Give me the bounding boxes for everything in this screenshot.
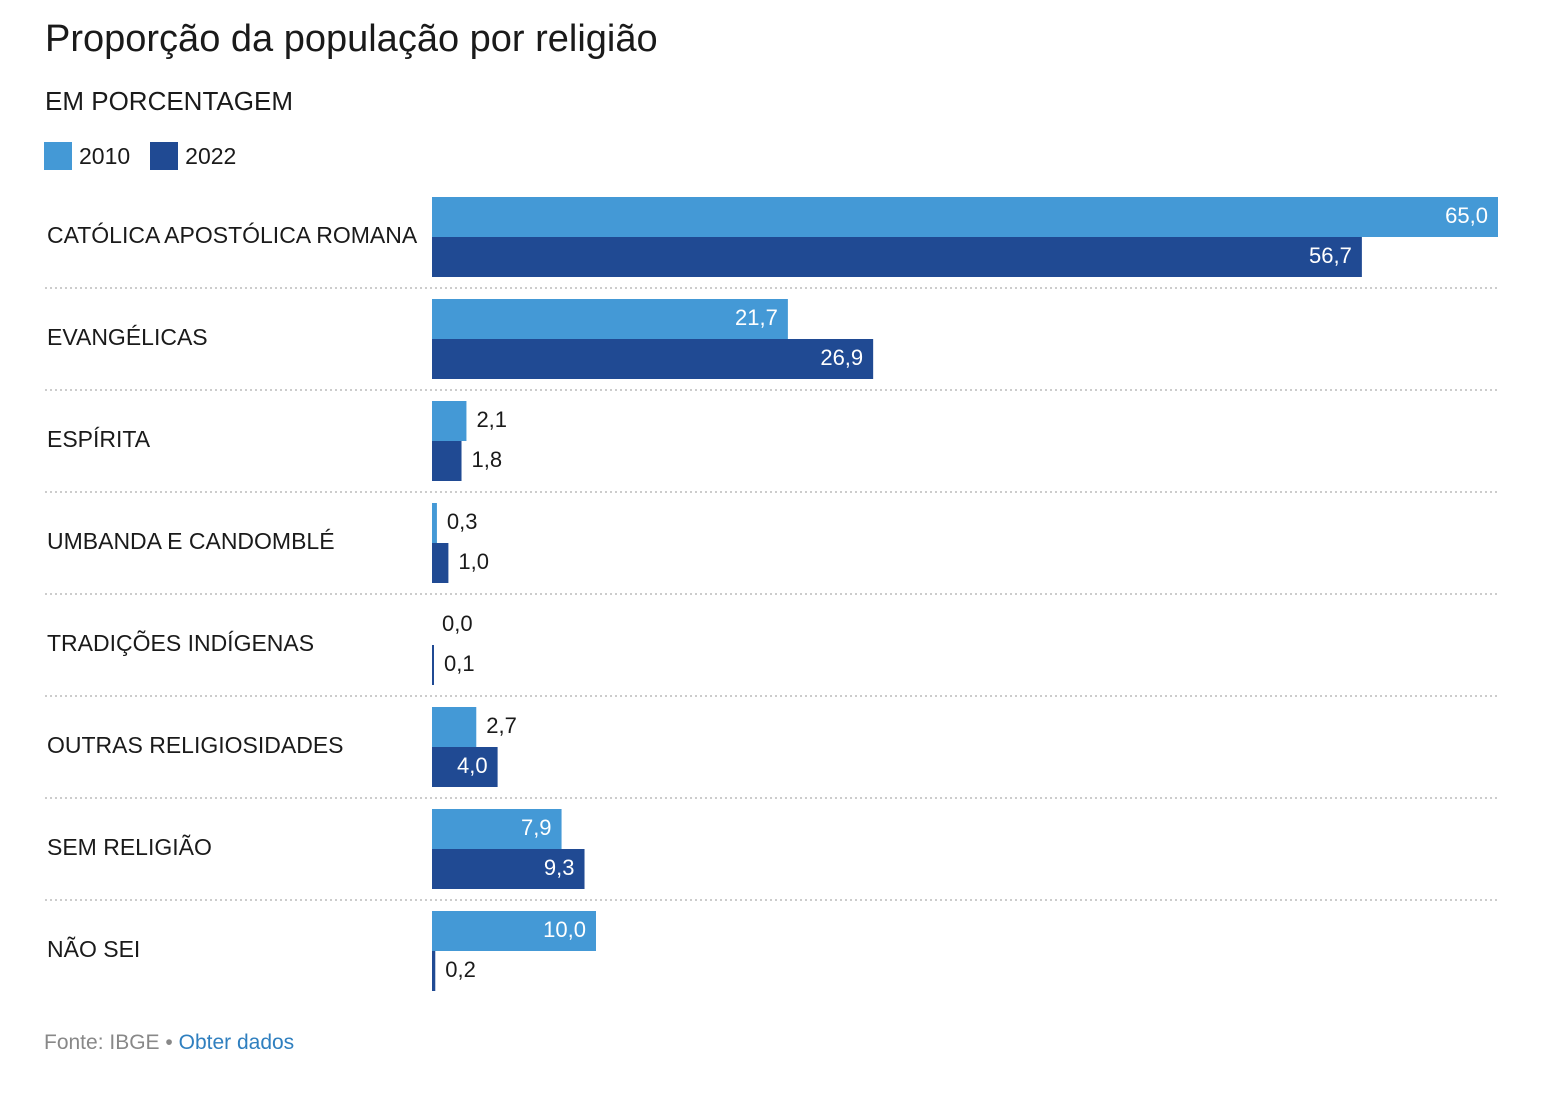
value-label-outras-religiosidades-2022: 4,0 [457,753,488,778]
value-label-evangelicas-2022: 26,9 [820,345,863,370]
category-label-evangelicas: EVANGÉLICAS [47,324,208,350]
value-label-umbanda-e-candomble-2010: 0,3 [447,509,478,534]
bar-outras-religiosidades-2022 [432,747,498,787]
value-label-espirita-2022: 1,8 [472,447,503,472]
bar-sem-religiao-2022 [432,849,585,889]
legend: 2010 2022 [44,141,256,171]
value-label-outras-religiosidades-2010: 2,7 [486,713,517,738]
value-label-sem-religiao-2010: 7,9 [521,815,552,840]
legend-label-2022: 2022 [185,143,237,169]
value-label-evangelicas-2010: 21,7 [735,305,778,330]
value-label-tradicoes-indigenas-2010: 0,0 [442,611,473,636]
bar-sem-religiao-2010 [432,809,562,849]
bar-espirita-2022 [432,441,462,481]
bar-tradicoes-indigenas-2022 [432,645,434,685]
category-label-umbanda-e-candomble: UMBANDA E CANDOMBLÉ [47,528,335,554]
get-data-link[interactable]: Obter dados [178,1031,295,1054]
category-label-outras-religiosidades: OUTRAS RELIGIOSIDADES [47,732,344,758]
value-label-nao-sei-2010: 10,0 [543,917,586,942]
bar-outras-religiosidades-2010 [432,707,477,747]
bar-nao-sei-2022 [432,951,436,991]
bar-catolica-apostolica-romana-2010 [432,197,1498,237]
value-label-umbanda-e-candomble-2022: 1,0 [458,549,489,574]
chart-footer: Fonte: IBGE • Obter dados [44,1029,294,1057]
bar-umbanda-e-candomble-2022 [432,543,449,583]
value-label-espirita-2010: 2,1 [476,407,507,432]
bar-evangelicas-2022 [432,339,874,379]
value-label-catolica-apostolica-romana-2010: 65,0 [1445,203,1488,228]
legend-item-2010: 2010 [44,141,130,171]
bar-nao-sei-2010 [432,911,596,951]
legend-label-2010: 2010 [79,143,131,169]
category-label-catolica-apostolica-romana: CATÓLICA APOSTÓLICA ROMANA [47,222,418,248]
legend-item-2022: 2022 [150,141,236,171]
value-label-nao-sei-2022: 0,2 [445,957,476,982]
category-label-tradicoes-indigenas: TRADIÇÕES INDÍGENAS [47,629,314,656]
chart-subtitle: EM PORCENTAGEM [45,86,293,116]
footer-separator: • [165,1031,173,1054]
source-text: Fonte: IBGE [44,1031,160,1054]
bar-umbanda-e-candomble-2010 [432,503,437,543]
bar-catolica-apostolica-romana-2022 [432,237,1362,277]
value-label-tradicoes-indigenas-2022: 0,1 [444,651,475,676]
value-label-catolica-apostolica-romana-2022: 56,7 [1309,243,1352,268]
bar-espirita-2010 [432,401,467,441]
category-label-espirita: ESPÍRITA [47,426,151,452]
bar-evangelicas-2010 [432,299,788,339]
value-label-sem-religiao-2022: 9,3 [544,855,575,880]
chart-title: Proporção da população por religião [45,18,658,60]
category-label-nao-sei: NÃO SEI [47,936,140,962]
legend-swatch-2022 [150,142,179,170]
legend-swatch-2010 [44,142,72,170]
category-label-sem-religiao: SEM RELIGIÃO [47,834,212,860]
